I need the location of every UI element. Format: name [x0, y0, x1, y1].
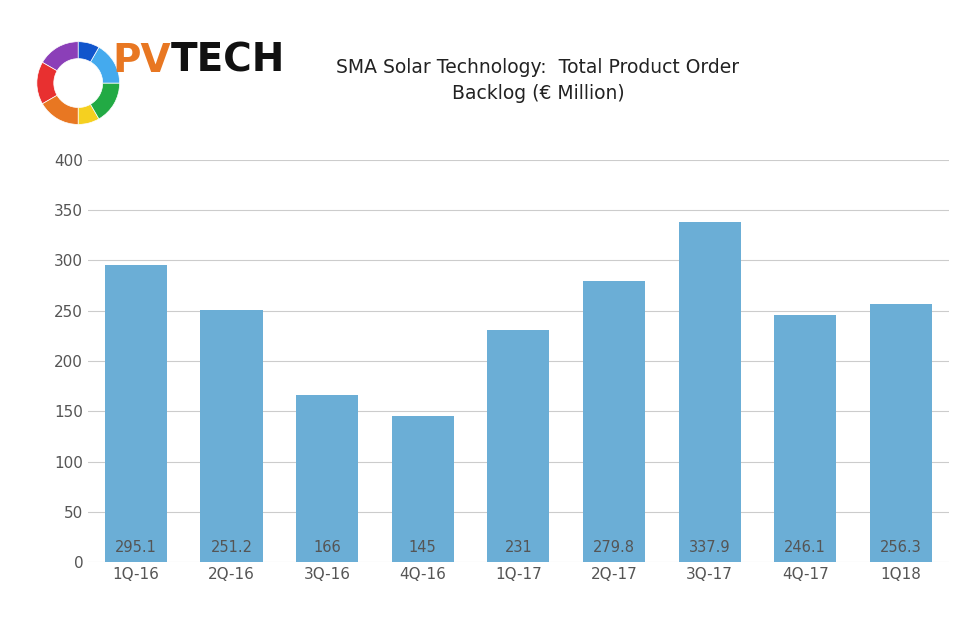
Bar: [296, 396, 358, 562]
Text: 337.9: 337.9: [688, 541, 730, 555]
Text: 166: 166: [313, 541, 341, 555]
Text: SMA Solar Technology:  Total Product Order
Backlog (€ Million): SMA Solar Technology: Total Product Orde…: [336, 58, 739, 103]
Bar: [105, 265, 167, 562]
Wedge shape: [78, 42, 99, 62]
Wedge shape: [90, 83, 119, 119]
Wedge shape: [42, 95, 78, 125]
Text: PV: PV: [112, 42, 171, 79]
Wedge shape: [90, 47, 119, 83]
Bar: [200, 309, 262, 562]
Wedge shape: [78, 104, 99, 125]
Text: 256.3: 256.3: [879, 541, 920, 555]
Text: TECH: TECH: [171, 42, 285, 79]
Bar: [582, 281, 645, 562]
Bar: [391, 417, 453, 562]
Bar: [869, 304, 931, 562]
Text: 246.1: 246.1: [784, 541, 826, 555]
Text: 295.1: 295.1: [114, 541, 156, 555]
Text: 279.8: 279.8: [592, 541, 634, 555]
Bar: [487, 330, 549, 562]
Text: 145: 145: [408, 541, 436, 555]
Wedge shape: [37, 63, 57, 104]
Text: 251.2: 251.2: [210, 541, 252, 555]
Wedge shape: [42, 42, 78, 71]
Text: 231: 231: [504, 541, 531, 555]
Bar: [678, 222, 740, 562]
Bar: [774, 314, 835, 562]
